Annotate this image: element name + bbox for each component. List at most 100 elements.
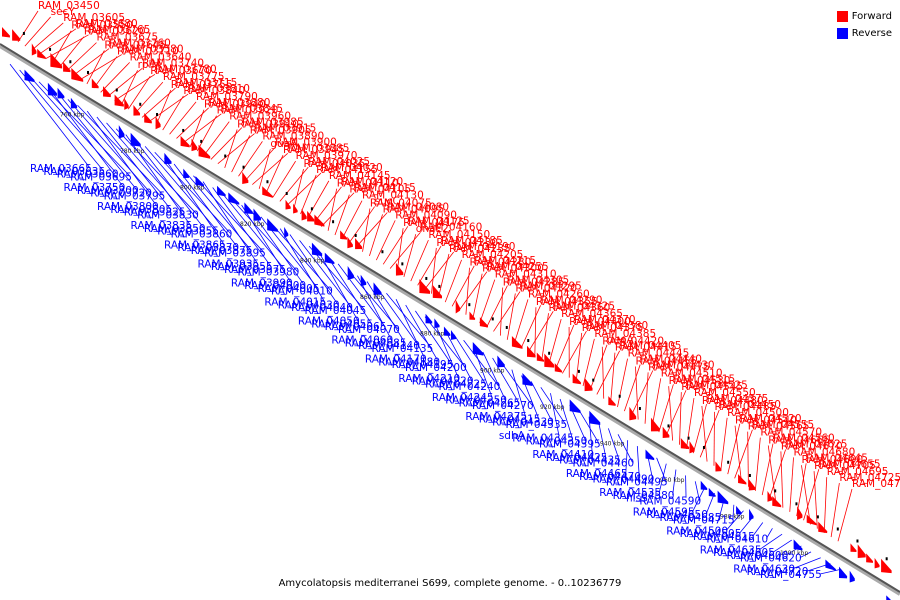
forward-gene: [31, 43, 37, 56]
forward-leader: [355, 212, 388, 248]
reverse-gene: [569, 399, 581, 414]
reverse-leader: [793, 557, 821, 569]
forward-leader: [601, 346, 605, 399]
forward-gene-label: RAM_03810: [188, 83, 250, 95]
forward-gene-label: RAM_04020: [321, 162, 383, 174]
forward-leader: [162, 95, 184, 131]
reverse-gene: [450, 329, 457, 340]
forward-leader: [196, 115, 217, 152]
reverse-gene-label: RAM_04465: [566, 468, 628, 480]
forward-leader: [17, 10, 39, 43]
forward-leader: [417, 245, 442, 286]
forward-gene-label: RAM_04475: [648, 361, 710, 373]
forward-leader: [307, 180, 330, 219]
forward-leader: [635, 366, 639, 420]
reverse-gene-label: RAM_03835: [130, 220, 192, 232]
reverse-gene: [717, 490, 729, 505]
forward-gene-label: RAM_03945: [283, 144, 345, 156]
reverse-leader: [67, 99, 151, 193]
forward-gene: [293, 203, 298, 214]
forward-gene: [191, 138, 198, 152]
forward-leader: [493, 291, 521, 332]
forward-gene-label: RAM_04320: [515, 282, 577, 294]
forward-leader: [203, 121, 230, 156]
forward-gene-label: RAM_03915: [255, 123, 317, 135]
reverse-gene-label: RAM_03660: [57, 169, 119, 181]
reverse-gene-label: RAM_04505: [680, 528, 742, 540]
reverse-gene-label: RAM_04630: [733, 563, 795, 575]
forward-leader: [499, 287, 504, 336]
forward-leader: [293, 168, 304, 210]
forward-leader: [589, 344, 608, 391]
reverse-gene-label: RAM_03870: [177, 242, 239, 254]
reverse-leader: [115, 128, 198, 215]
reverse-gene: [849, 570, 855, 583]
forward-leader: [86, 50, 105, 85]
forward-gene-label: RAM_04500: [727, 407, 789, 419]
forward-gene-label: RAM_03645: [104, 39, 166, 51]
reverse-leader: [443, 328, 473, 381]
forward-gene: [180, 135, 190, 148]
reverse-leader: [366, 281, 406, 343]
reverse-gene-label: RAM_03825: [124, 207, 186, 219]
forward-leader: [555, 324, 575, 370]
reverse-leader: [299, 240, 352, 308]
reverse-gene-label: RAM_04490: [593, 474, 655, 486]
forward-gene-label: RAM_04565: [748, 421, 810, 433]
backbone-line: [0, 43, 900, 593]
forward-leader: [575, 332, 583, 382]
forward-leader: [527, 311, 554, 353]
forward-gene: [12, 29, 21, 41]
forward-gene-label: RAM_04570: [760, 427, 822, 439]
forward-leader: [644, 372, 649, 424]
forward-gene-label: RAM_03880: [209, 97, 271, 109]
forward-gene: [806, 514, 817, 526]
forward-gene: [511, 336, 523, 349]
feature-marker: [856, 539, 859, 543]
forward-gene-label: RAM_04095: [383, 203, 445, 215]
forward-gene-label: RAM_03675: [96, 32, 158, 44]
feature-marker: [491, 317, 494, 321]
forward-gene-label: RAM_04420: [602, 336, 664, 348]
reverse-gene-label: RAM_04615: [693, 531, 755, 543]
forward-gene-label: RAM_04625: [786, 439, 848, 451]
forward-leader: [651, 378, 662, 429]
forward-gene-label: RAM_03890: [262, 130, 324, 142]
forward-gene-label: RAM_04575: [707, 393, 769, 405]
scale-tick-label: 900 kbp: [480, 367, 505, 374]
forward-gene-label: RAM_04485: [715, 401, 777, 413]
feature-marker: [224, 154, 227, 158]
forward-leader: [155, 89, 172, 127]
reverse-leader: [672, 469, 677, 496]
reverse-leader: [347, 269, 399, 330]
reverse-gene: [645, 449, 655, 461]
forward-gene: [133, 104, 141, 116]
forward-gene-label: RAM_04305: [507, 275, 569, 287]
reverse-leader: [241, 204, 292, 283]
reverse-gene-label: sdhA: [499, 430, 526, 442]
reverse-gene: [253, 208, 261, 221]
reverse-gene-label: RAM_04055: [311, 318, 373, 330]
forward-leader: [803, 469, 820, 521]
reverse-gene: [347, 266, 354, 280]
feature-marker: [49, 47, 52, 51]
forward-gene: [850, 543, 857, 553]
reverse-leader: [694, 481, 700, 501]
forward-gene: [866, 553, 873, 563]
reverse-gene-label: RAM_03695: [70, 171, 132, 183]
forward-gene-label: RAM_03620: [84, 26, 146, 38]
feature-marker: [505, 325, 508, 329]
reverse-gene-label: RAM_04580: [613, 490, 675, 502]
forward-gene: [2, 27, 10, 38]
forward-gene-label: RAM_04455: [635, 355, 697, 367]
forward-gene-label: RAM_03985: [242, 117, 304, 129]
forward-swatch: [836, 11, 848, 22]
forward-leader: [727, 423, 741, 475]
reverse-gene: [118, 125, 125, 139]
reverse-gene-label: RAM_04635: [700, 544, 762, 556]
reverse-gene: [700, 480, 708, 490]
reverse-gene-label: RAM_04010: [271, 286, 333, 298]
forward-gene-label: RAM_04285: [503, 276, 565, 288]
forward-gene-label: RAM_04450: [719, 399, 781, 411]
forward-gene-label: RAM_04555: [752, 419, 814, 431]
